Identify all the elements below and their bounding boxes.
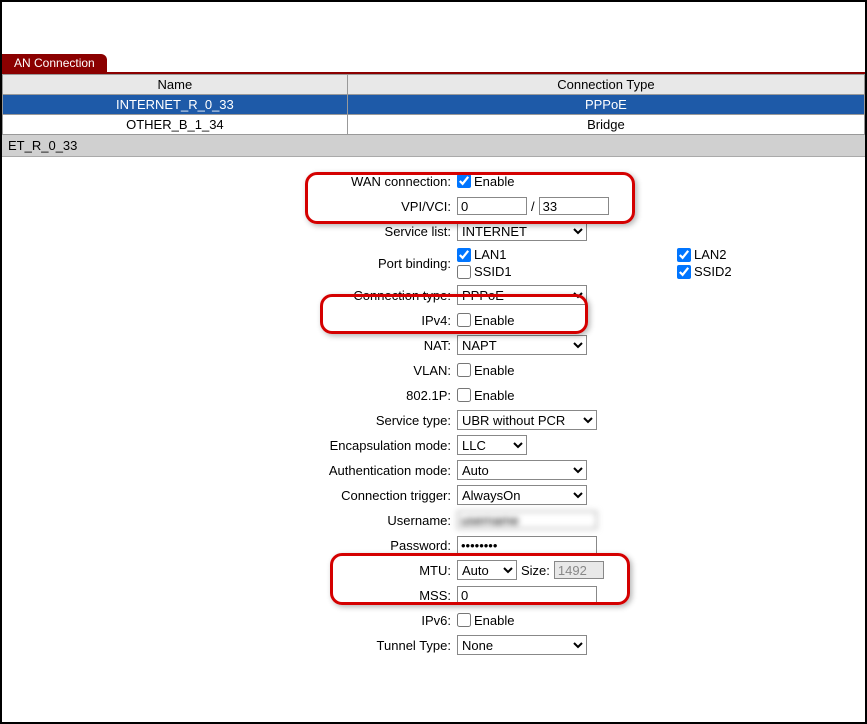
- input-username[interactable]: [457, 511, 597, 529]
- label-mss: MSS:: [22, 588, 457, 603]
- checkbox-lan2-wrap[interactable]: LAN2: [677, 247, 732, 262]
- select-connection-type[interactable]: PPPoE: [457, 285, 587, 305]
- label-vlan: VLAN:: [22, 363, 457, 378]
- connection-table: Name Connection Type INTERNET_R_0_33 PPP…: [2, 74, 865, 135]
- label-enable: Enable: [474, 613, 514, 628]
- select-connection-trigger[interactable]: AlwaysOn: [457, 485, 587, 505]
- select-encapsulation[interactable]: LLC: [457, 435, 527, 455]
- label-ssid1: SSID1: [474, 264, 512, 279]
- checkbox-dot1p-wrap[interactable]: Enable: [457, 388, 514, 403]
- label-size: Size:: [521, 563, 550, 578]
- cell-name: OTHER_B_1_34: [3, 115, 348, 135]
- input-vci[interactable]: [539, 197, 609, 215]
- label-enable: Enable: [474, 363, 514, 378]
- cell-name: INTERNET_R_0_33: [3, 95, 348, 115]
- label-lan1: LAN1: [474, 247, 507, 262]
- col-type: Connection Type: [347, 75, 864, 95]
- input-mss[interactable]: [457, 586, 597, 604]
- label-password: Password:: [22, 538, 457, 553]
- label-connection-trigger: Connection trigger:: [22, 488, 457, 503]
- slash: /: [531, 199, 535, 214]
- label-port-binding: Port binding:: [22, 256, 457, 271]
- label-enable: Enable: [474, 388, 514, 403]
- checkbox-ipv6-wrap[interactable]: Enable: [457, 613, 514, 628]
- checkbox-ssid1-wrap[interactable]: SSID1: [457, 264, 512, 279]
- checkbox-ssid2[interactable]: [677, 265, 691, 279]
- label-lan2: LAN2: [694, 247, 727, 262]
- table-row[interactable]: OTHER_B_1_34 Bridge: [3, 115, 865, 135]
- input-vpi[interactable]: [457, 197, 527, 215]
- select-tunnel-type[interactable]: None: [457, 635, 587, 655]
- checkbox-ipv6[interactable]: [457, 613, 471, 627]
- top-spacer: [2, 2, 865, 54]
- input-mtu-size[interactable]: [554, 561, 604, 579]
- checkbox-dot1p[interactable]: [457, 388, 471, 402]
- cell-type: Bridge: [347, 115, 864, 135]
- checkbox-lan1-wrap[interactable]: LAN1: [457, 247, 507, 262]
- tab-wan-connection[interactable]: AN Connection: [2, 54, 107, 72]
- label-ssid2: SSID2: [694, 264, 732, 279]
- col-name: Name: [3, 75, 348, 95]
- checkbox-vlan[interactable]: [457, 363, 471, 377]
- label-dot1p: 802.1P:: [22, 388, 457, 403]
- label-ipv4: IPv4:: [22, 313, 457, 328]
- tab-bar: AN Connection: [2, 54, 865, 72]
- label-service-list: Service list:: [22, 224, 457, 239]
- checkbox-ssid1[interactable]: [457, 265, 471, 279]
- label-vpi-vci: VPI/VCI:: [22, 199, 457, 214]
- label-connection-type: Connection type:: [22, 288, 457, 303]
- input-password[interactable]: [457, 536, 597, 554]
- wan-enable-checkbox[interactable]: Enable: [457, 174, 514, 189]
- label-ipv6: IPv6:: [22, 613, 457, 628]
- label-enable: Enable: [474, 174, 514, 189]
- label-mtu: MTU:: [22, 563, 457, 578]
- checkbox-ipv4[interactable]: [457, 313, 471, 327]
- select-service-type[interactable]: UBR without PCR: [457, 410, 597, 430]
- label-authentication: Authentication mode:: [22, 463, 457, 478]
- select-authentication[interactable]: Auto: [457, 460, 587, 480]
- table-row[interactable]: INTERNET_R_0_33 PPPoE: [3, 95, 865, 115]
- checkbox-ipv4-wrap[interactable]: Enable: [457, 313, 514, 328]
- section-title: ET_R_0_33: [2, 135, 865, 157]
- checkbox-lan1[interactable]: [457, 248, 471, 262]
- label-enable: Enable: [474, 313, 514, 328]
- checkbox-wan-enable[interactable]: [457, 174, 471, 188]
- checkbox-lan2[interactable]: [677, 248, 691, 262]
- checkbox-vlan-wrap[interactable]: Enable: [457, 363, 514, 378]
- cell-type: PPPoE: [347, 95, 864, 115]
- table-header-row: Name Connection Type: [3, 75, 865, 95]
- label-encapsulation: Encapsulation mode:: [22, 438, 457, 453]
- form-area: WAN connection: Enable VPI/VCI: / Servic…: [2, 157, 865, 669]
- select-mtu[interactable]: Auto: [457, 560, 517, 580]
- select-service-list[interactable]: INTERNET: [457, 221, 587, 241]
- label-service-type: Service type:: [22, 413, 457, 428]
- checkbox-ssid2-wrap[interactable]: SSID2: [677, 264, 732, 279]
- label-username: Username:: [22, 513, 457, 528]
- label-tunnel-type: Tunnel Type:: [22, 638, 457, 653]
- label-nat: NAT:: [22, 338, 457, 353]
- label-wan-connection: WAN connection:: [22, 174, 457, 189]
- select-nat[interactable]: NAPT: [457, 335, 587, 355]
